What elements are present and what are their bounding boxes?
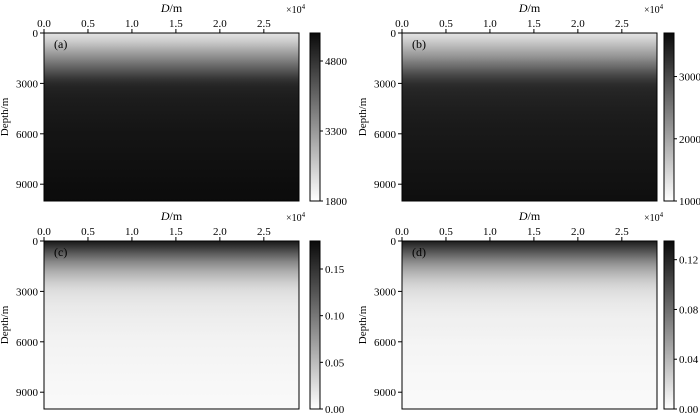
x-tick-label: 0.0 [37,18,51,30]
x-tick-label: 1.0 [483,226,497,238]
y-tick-label: 0 [391,236,397,248]
x-tick-label: 1.0 [125,226,139,238]
y-tick-label: 6000 [374,337,397,349]
colorbar [663,240,675,410]
colorbar-tick-label: 4800 [325,56,348,68]
x-tick-label: 1.5 [527,226,541,238]
x-tick-label: 0.0 [395,226,409,238]
colorbar-tick-label: 0.00 [679,404,699,416]
x-axis-label-unit: /m [170,209,183,223]
x-axis-label: D/m [160,1,183,15]
panel-c: 0.0 0.5 1.0 1.5 2.0 2.5 ×104 D/m 0 3000 6000 9000 De… [0,209,345,416]
panel-label: (b) [412,37,426,51]
x-tick-label: 2.0 [213,18,227,30]
y-tick-label: 0 [33,28,39,40]
x-tick-label: 1.5 [169,226,183,238]
y-tick-label: 3000 [374,78,397,90]
colorbar [309,240,321,410]
y-axis-label: Depth/m [357,305,369,344]
y-tick-label: 9000 [16,387,39,399]
x-tick-label: 0.0 [395,18,409,30]
x-tick-label: 0.5 [439,18,453,30]
x-tick-label: 2.0 [571,226,585,238]
panel-b: 0.0 0.5 1.0 1.5 2.0 2.5 ×104 D/m 0 3000 6000 9000 De… [357,1,700,208]
x-axis-multiplier-exponent: 4 [302,211,306,219]
x-axis-label-unit: /m [170,1,183,15]
colorbar-tick-label: 0.10 [325,311,345,323]
x-axis-label-unit: /m [528,1,541,15]
x-axis-multiplier: ×104 [644,3,664,16]
colorbar-tick-label: 0.08 [679,304,699,316]
heatmap-image [402,33,657,201]
x-axis-label-variable: D [518,209,528,223]
colorbar-tick-label: 0.15 [325,264,345,276]
y-axis-label: Depth/m [0,97,11,136]
colorbar-tick-label: 0.05 [325,357,345,369]
colorbar [309,32,321,202]
y-tick-label: 0 [391,28,397,40]
y-tick-label: 3000 [374,286,397,298]
x-tick-label: 1.0 [125,18,139,30]
plot-frame [401,240,658,410]
x-tick-label: 2.5 [615,18,629,30]
panel-label: (d) [412,245,426,259]
x-axis-multiplier-exponent: 4 [660,3,664,11]
colorbar-tick-label: 0.00 [325,404,345,416]
colorbar-tick-label: 1800 [325,196,348,208]
heatmap-image [44,33,299,201]
colorbar [663,32,675,202]
x-tick-label: 1.5 [527,18,541,30]
colorbar-tick-label: 1000 [679,196,700,208]
x-tick-label: 2.0 [213,226,227,238]
x-tick-label: 0.5 [81,18,95,30]
x-axis-label: D/m [518,209,541,223]
y-tick-label: 9000 [16,179,39,191]
colorbar-tick-label: 0.04 [679,354,699,366]
panel-d: 0.0 0.5 1.0 1.5 2.0 2.5 ×104 D/m 0 3000 6000 9000 De… [357,209,699,416]
x-tick-label: 2.5 [257,226,271,238]
heatmap-image [402,241,657,409]
x-axis-label-unit: /m [528,209,541,223]
x-axis-label-variable: D [160,1,170,15]
y-tick-label: 6000 [374,129,397,141]
x-tick-label: 2.5 [615,226,629,238]
x-axis-multiplier-exponent: 4 [302,3,306,11]
x-axis-label: D/m [518,1,541,15]
panel-label: (a) [54,37,67,51]
x-tick-label: 0.0 [37,226,51,238]
heatmap-image [44,241,299,409]
x-axis-label-variable: D [160,209,170,223]
colorbar-tick-label: 0.12 [679,255,698,267]
y-tick-label: 9000 [374,387,397,399]
x-tick-label: 0.5 [81,226,95,238]
y-tick-label: 3000 [16,286,39,298]
x-tick-label: 1.0 [483,18,497,30]
plot-frame [43,32,300,202]
y-tick-label: 6000 [16,129,39,141]
plot-frame [43,240,300,410]
y-axis-label: Depth/m [0,305,11,344]
y-tick-label: 3000 [16,78,39,90]
x-tick-label: 0.5 [439,226,453,238]
plot-frame [401,32,658,202]
x-axis-multiplier: ×104 [286,3,306,16]
x-tick-label: 2.0 [571,18,585,30]
x-axis-label-variable: D [518,1,528,15]
x-axis-multiplier: ×104 [286,211,306,224]
colorbar-tick-label: 3300 [325,126,348,138]
x-axis-multiplier: ×104 [644,211,664,224]
y-tick-label: 9000 [374,179,397,191]
y-axis-label: Depth/m [357,97,369,136]
panel-a: 0.0 0.5 1.0 1.5 2.0 2.5 ×104 D/m 0 3000 6000 9000 De… [0,1,348,208]
x-axis-multiplier-exponent: 4 [660,211,664,219]
x-tick-label: 2.5 [257,18,271,30]
x-tick-label: 1.5 [169,18,183,30]
colorbar-tick-label: 3000 [679,72,700,84]
colorbar-tick-label: 2000 [679,134,700,146]
y-tick-label: 6000 [16,337,39,349]
panel-label: (c) [54,245,67,259]
x-axis-label: D/m [160,209,183,223]
y-tick-label: 0 [33,236,39,248]
